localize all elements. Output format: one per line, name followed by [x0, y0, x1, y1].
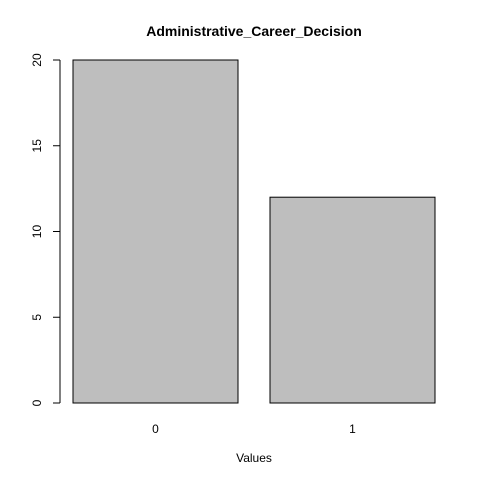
y-tick-label-10: 10 — [30, 225, 44, 239]
y-tick-label-20: 20 — [30, 53, 44, 67]
bars-group — [72, 59, 436, 404]
y-tick-label-15: 15 — [30, 139, 44, 153]
y-axis: 0 5 10 15 20 — [30, 53, 61, 406]
bar-1 — [269, 196, 436, 404]
x-axis-label: Values — [236, 451, 272, 465]
x-tick-label-1: 1 — [349, 422, 356, 436]
y-tick-label-5: 5 — [30, 314, 44, 321]
chart-title: Administrative_Career_Decision — [146, 23, 362, 39]
y-tick-label-0: 0 — [30, 399, 44, 406]
bar-0 — [72, 59, 239, 404]
x-tick-label-0: 0 — [152, 422, 159, 436]
